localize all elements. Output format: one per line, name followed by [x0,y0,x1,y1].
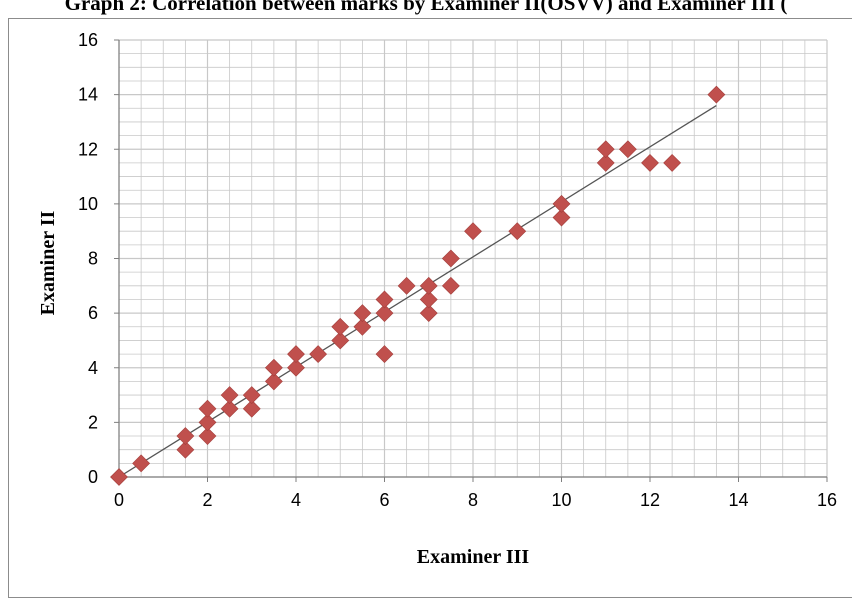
data-point-diamond [220,399,239,418]
x-axis-label: Examiner III [417,546,530,568]
chart-title: Graph 2: Correlation between marks by Ex… [64,0,788,15]
data-point-diamond [375,304,394,323]
data-point-diamond [242,399,261,418]
data-point-diamond [441,276,460,295]
data-point-diamond [375,290,394,309]
data-point-diamond [198,399,217,418]
data-point-diamond [419,304,438,323]
data-point-diamond [176,440,195,459]
data-point-diamond [508,222,527,241]
axes [114,39,828,482]
x-tick-label: 8 [468,490,478,510]
x-tick-label: 16 [817,490,837,510]
x-tick-label: 10 [551,490,571,510]
y-tick-label: 16 [78,30,98,50]
data-point-diamond [707,85,726,104]
data-point-diamond [198,427,217,445]
y-tick-label: 10 [78,194,98,214]
data-point-diamond [264,358,283,377]
data-point-diamond [353,317,372,336]
y-tick-label: 2 [88,412,98,432]
data-point-diamond [641,153,659,172]
data-point-diamond [419,276,438,295]
grid [118,39,828,478]
data-point-diamond [242,386,261,404]
x-tick-label: 0 [114,490,124,510]
y-tick-label: 12 [78,139,98,159]
data-point-diamond [552,194,571,213]
tick-labels: 0 2 4 6 8 10 12 14 16 0 2 4 6 8 10 12 14 16 [78,30,837,510]
data-point-diamond [464,222,482,241]
y-tick-label: 8 [88,249,98,269]
data-point-diamond [287,345,305,364]
y-tick-label: 0 [88,467,98,487]
x-tick-label: 12 [640,490,660,510]
data-point-diamond [110,468,128,486]
y-tick-label: 6 [88,303,98,323]
data-point-diamond [287,358,305,377]
data-point-diamond [375,345,394,364]
y-tick-label: 14 [78,85,98,105]
data-point-diamond [441,249,460,268]
x-tick-label: 2 [202,490,212,510]
y-tick-label: 4 [88,358,98,378]
x-tick-label: 4 [291,490,301,510]
data-point-diamond [264,372,283,391]
data-point-diamond [309,345,328,364]
data-point-diamond [552,208,571,227]
data-point-diamond [176,427,195,445]
x-tick-label: 14 [728,490,748,510]
data-point-diamond [331,331,350,350]
x-tick-label: 6 [379,490,389,510]
data-point-diamond [331,317,350,336]
data-point-diamond [198,413,217,432]
data-point-diamond [596,153,615,172]
linear-trendline [118,104,717,478]
data-point-diamond [596,140,615,159]
data-point-diamond [220,386,239,404]
data-point-diamond [419,290,438,309]
data-point-diamond [132,454,151,473]
data-point-diamond [353,304,372,323]
data-points [110,85,726,486]
data-point-diamond [618,140,637,159]
data-point-diamond [397,276,416,295]
data-point-diamond [663,153,682,172]
y-axis-label: Examiner II [37,210,59,315]
